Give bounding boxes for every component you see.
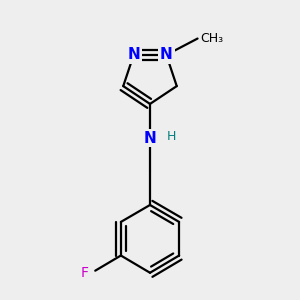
- Text: F: F: [80, 266, 88, 280]
- Text: N: N: [127, 47, 140, 62]
- Text: N: N: [160, 47, 173, 62]
- Text: H: H: [166, 130, 176, 143]
- Text: CH₃: CH₃: [200, 32, 223, 45]
- Text: N: N: [144, 130, 156, 146]
